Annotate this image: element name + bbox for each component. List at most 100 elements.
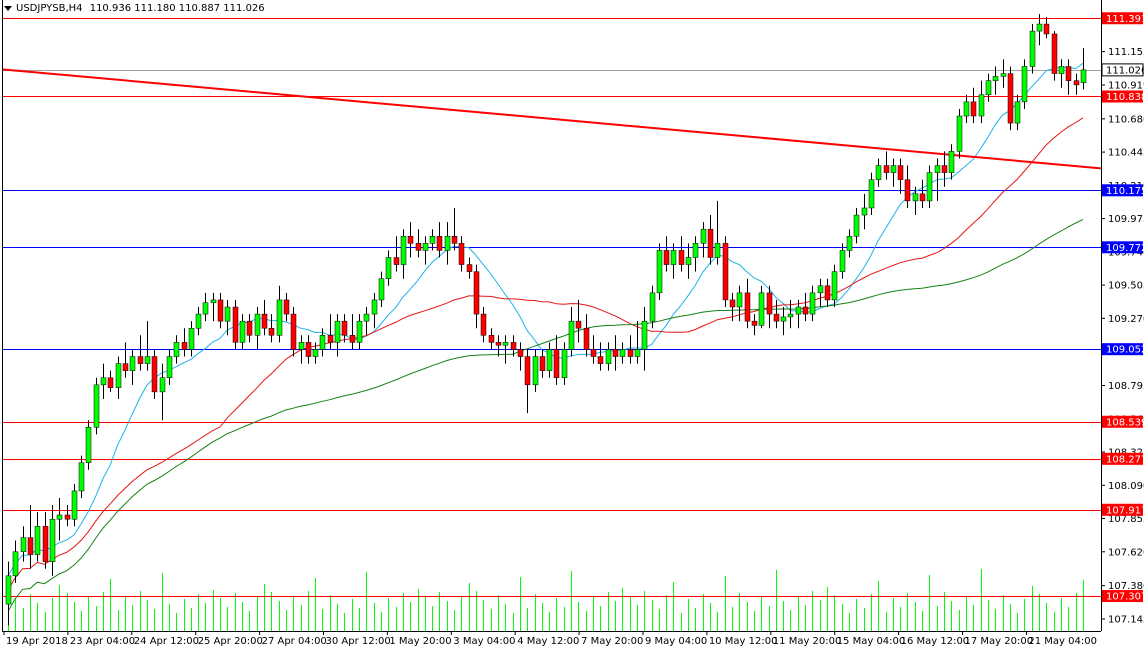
current-price-label: 111.026 bbox=[1106, 65, 1144, 76]
candle-body bbox=[129, 356, 136, 371]
candle-body bbox=[861, 207, 868, 216]
candle-body bbox=[948, 151, 955, 173]
x-tick-label: 30 Apr 12:00 bbox=[326, 636, 391, 647]
trendline[interactable] bbox=[1, 68, 1102, 170]
candle-body bbox=[524, 356, 531, 386]
candle-body bbox=[49, 518, 56, 562]
ohlc-readout: 110.936 111.180 110.887 111.026 bbox=[89, 3, 265, 14]
candle-body bbox=[298, 342, 305, 350]
x-tick-label: 19 Apr 2018 bbox=[6, 636, 68, 647]
candle-body bbox=[5, 575, 12, 605]
candle-body bbox=[751, 320, 758, 326]
y-tick-label: 110.680 bbox=[1108, 114, 1144, 125]
candle-body bbox=[992, 76, 999, 81]
level-price-label: 110.175 bbox=[1106, 186, 1144, 197]
candle-body bbox=[714, 243, 721, 258]
candle-body bbox=[890, 165, 897, 173]
candle-body bbox=[546, 349, 553, 371]
candle-body bbox=[1080, 69, 1087, 83]
y-tick-label: 109.505 bbox=[1108, 281, 1144, 292]
moving-average-slow bbox=[7, 218, 1084, 612]
plot-background bbox=[0, 0, 1101, 631]
candle-body bbox=[1021, 66, 1028, 103]
candle-body bbox=[495, 342, 502, 346]
volume-layer bbox=[8, 569, 1084, 631]
candle-body bbox=[539, 356, 546, 371]
candle-body bbox=[627, 349, 634, 357]
candle-body bbox=[312, 349, 319, 357]
candle-body bbox=[787, 313, 794, 318]
chevron-down-icon[interactable] bbox=[4, 6, 12, 11]
candle-body bbox=[407, 236, 414, 244]
candle-body bbox=[656, 250, 663, 294]
candle-body bbox=[619, 349, 626, 357]
candle-body bbox=[766, 292, 773, 315]
level-price-label: 108.277 bbox=[1106, 454, 1144, 465]
candle-body bbox=[773, 313, 780, 322]
candle-body bbox=[517, 349, 524, 357]
candle-body bbox=[480, 313, 487, 336]
candle-body bbox=[210, 299, 217, 304]
candle-body bbox=[1073, 80, 1080, 86]
candle-body bbox=[378, 278, 385, 301]
candle-body bbox=[341, 320, 348, 336]
candle-body bbox=[319, 335, 326, 350]
moving-average-fast bbox=[7, 62, 1084, 577]
chart-header: USDJPYSB,H4 110.936 111.180 110.887 111.… bbox=[4, 3, 265, 15]
candle-body bbox=[224, 306, 231, 322]
current-price-label-bg bbox=[1102, 63, 1143, 76]
candle-body bbox=[385, 257, 392, 279]
candle-body bbox=[634, 349, 641, 357]
candle-body bbox=[883, 165, 890, 173]
candle-body bbox=[780, 316, 787, 322]
symbol-timeframe: USDJPYSB,H4 bbox=[16, 3, 83, 14]
candle-body bbox=[575, 320, 582, 329]
candle-body bbox=[795, 306, 802, 315]
candle-body bbox=[188, 327, 195, 350]
candle-body bbox=[232, 306, 239, 343]
candle-body bbox=[261, 313, 268, 329]
x-tick-label: 9 May 04:00 bbox=[645, 636, 707, 647]
candle-body bbox=[107, 377, 114, 388]
level-price-label-bg bbox=[1102, 415, 1143, 428]
candle-body bbox=[151, 356, 158, 393]
candle-body bbox=[817, 285, 824, 294]
candle-body bbox=[561, 349, 568, 379]
candle-body bbox=[853, 214, 860, 237]
candle-body bbox=[444, 236, 451, 251]
candle-body bbox=[1043, 23, 1050, 35]
candle-body bbox=[436, 236, 443, 251]
candle-body bbox=[34, 526, 41, 555]
x-tick-label: 25 Apr 20:00 bbox=[198, 636, 263, 647]
level-price-label-bg bbox=[1102, 343, 1143, 356]
level-price-label-bg bbox=[1102, 12, 1143, 25]
candles-layer bbox=[5, 14, 1087, 626]
candle-body bbox=[802, 306, 809, 315]
candle-body bbox=[217, 299, 224, 322]
candle-body bbox=[502, 342, 509, 346]
x-tick-label: 23 Apr 04:00 bbox=[70, 636, 135, 647]
candle-body bbox=[868, 179, 875, 209]
candle-body bbox=[583, 327, 590, 350]
candle-body bbox=[195, 313, 202, 329]
candle-body bbox=[605, 349, 612, 364]
candle-body bbox=[422, 243, 429, 251]
candle-body bbox=[20, 537, 27, 553]
y-tick-label: 108.795 bbox=[1108, 381, 1144, 392]
candle-body bbox=[327, 335, 334, 343]
trendline-layer[interactable] bbox=[1, 68, 1102, 170]
level-price-label: 107.307 bbox=[1106, 592, 1144, 603]
candle-body bbox=[173, 342, 180, 357]
candle-body bbox=[553, 349, 560, 379]
candle-body bbox=[510, 342, 517, 350]
candle-body bbox=[926, 172, 933, 202]
candle-body bbox=[458, 243, 465, 265]
level-price-label: 110.838 bbox=[1106, 92, 1144, 103]
x-tick-label: 10 May 12:00 bbox=[709, 636, 778, 647]
candle-body bbox=[919, 193, 926, 202]
candle-body bbox=[159, 377, 166, 393]
candle-body bbox=[846, 236, 853, 251]
candle-body bbox=[122, 363, 129, 371]
